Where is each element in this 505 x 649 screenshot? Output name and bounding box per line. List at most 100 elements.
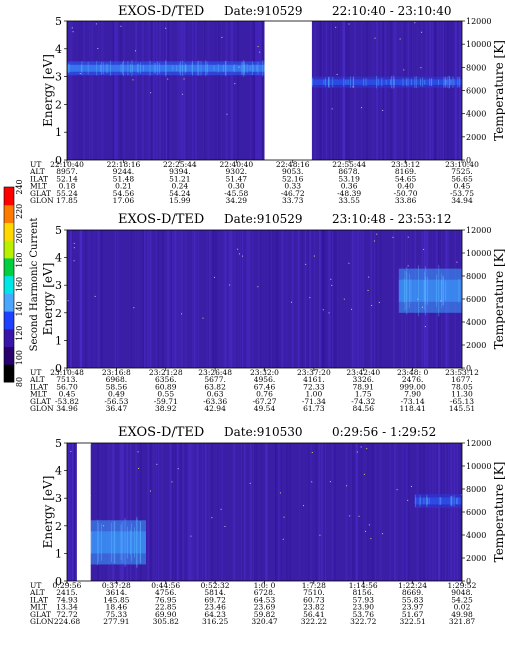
noise-streak [131,230,132,368]
band-streak [328,77,330,87]
noise-streak [178,21,181,160]
noise-streak [319,230,321,368]
band-streak [448,75,450,89]
noise-streak [72,21,74,160]
colorbar: 80 100 120 140 160 180 200 220 240 Second Harmoni… [3,179,40,387]
speckle [335,26,337,28]
noise-streak [251,230,253,368]
speckle [358,515,360,517]
band-streak [131,523,132,562]
speckle [282,538,284,540]
noise-streak [152,21,154,160]
noise-streak [112,443,115,581]
noise-streak [108,443,110,581]
table-cell: -53.75 [450,189,474,198]
band-streak [424,271,426,310]
noise-streak [196,230,198,368]
noise-streak [156,21,157,160]
noise-streak [357,230,360,368]
colorbar-tick-label: 140 [15,301,24,316]
noise-streak [345,443,347,581]
band-streak [184,63,186,74]
noise-streak [237,443,239,581]
table-cell: 34.94 [451,196,473,205]
table-row-label: UT [30,160,41,169]
speckle [371,305,373,307]
noise-streak [246,230,248,368]
band-streak [429,78,430,86]
speckle [349,515,351,517]
noise-streak [136,443,138,581]
table-cell: 23:10:48 [50,368,84,377]
table-cell: 1:14:56 [349,581,378,590]
band-streak [377,78,379,87]
y-tick-label: 0 [55,575,62,588]
colorbar-segment [4,328,14,348]
panel-date: Date:910529 [224,4,303,18]
noise-streak [174,230,177,368]
table-cell: 36.47 [106,404,128,413]
noise-streak [332,230,334,368]
band-streak [155,63,157,74]
band-streak [327,77,329,88]
table-cell: 51.47 [226,174,248,183]
table-cell: 145.51 [449,404,475,413]
noise-streak [347,21,350,160]
noise-streak [450,21,453,160]
table-cell: 78.05 [451,382,473,391]
panel-date: Date:910529 [224,212,303,226]
table-row-label: ALT [29,167,45,176]
band-streak [256,64,258,72]
band-streak [107,63,109,73]
table-cell: 9302. [226,167,247,176]
table-cell: 52.16 [282,174,304,183]
band-streak [120,64,122,73]
table-cell: 322.22 [301,617,327,626]
table-cell: 42.94 [204,404,226,413]
noise-streak [180,443,183,581]
speckle [407,265,409,267]
band-streak [443,276,444,306]
noise-streak [401,21,404,160]
panel-1: EXOS-D/TED Date:910529 22:10:40 - 23:10:40… [29,4,505,205]
speckle [373,240,375,242]
band-streak [332,76,334,88]
noise-streak [249,443,252,581]
table-cell: 56.65 [451,174,473,183]
band-streak [127,61,129,76]
noise-streak [310,443,312,581]
band-streak [192,60,193,76]
table-cell: 8669. [402,588,423,597]
noise-streak [150,443,152,581]
noise-streak [253,443,256,581]
table-cell: 9048. [451,588,472,597]
noise-streak [450,443,453,581]
y-tick-label: 1 [55,126,62,139]
noise-streak [256,21,258,160]
noise-streak [308,443,310,581]
band-streak [350,76,351,88]
band-streak [445,79,447,85]
band-streak [414,76,416,88]
y-tick-label: 0 [55,362,62,375]
noise-streak [159,21,161,160]
noise-streak [100,230,103,368]
noise-streak [454,21,457,160]
table-cell: -50.70 [394,189,418,198]
noise-streak [360,443,362,581]
noise-streak [69,21,72,160]
table-cell: 75.33 [106,610,128,619]
band-streak [68,63,69,74]
table-cell: 322.72 [350,617,376,626]
colorbar-tick-label: 240 [15,179,24,194]
band-streak [110,60,111,76]
table-row-label: GLAT [30,189,51,198]
speckle [73,247,75,249]
table-cell: 0:52:32 [201,581,230,590]
noise-streak [277,443,280,581]
table-cell: 2415. [56,588,77,597]
noise-streak [342,21,345,160]
y2-tick-label: 2000 [466,554,486,563]
table-cell: 0.63 [207,390,224,399]
noise-streak [440,443,442,581]
